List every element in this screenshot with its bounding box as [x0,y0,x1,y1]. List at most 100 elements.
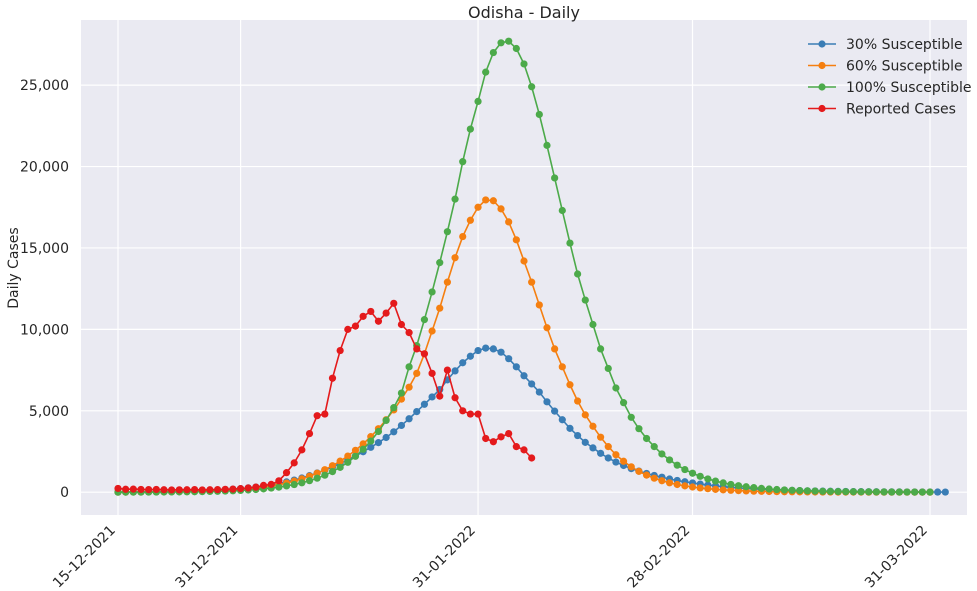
data-point [145,486,153,494]
data-point [482,68,490,76]
data-point [359,312,367,320]
data-point [298,446,306,454]
data-point [543,398,551,406]
data-point [367,307,375,316]
data-point [397,320,406,329]
legend-item: Reported Cases [808,102,956,118]
data-point [351,452,360,460]
data-point [551,345,559,353]
data-point [589,422,597,430]
plot-area [81,20,967,515]
data-point [604,364,612,373]
data-point [466,125,474,133]
data-point [489,438,497,446]
data-point [474,346,482,355]
data-point [236,485,245,493]
data-point [129,485,137,493]
data-point [727,486,735,494]
data-point [459,158,467,166]
x-tick-label: 31-01-2022 [410,523,479,591]
data-point [635,425,643,433]
data-point [298,479,306,487]
data-point [497,433,505,441]
legend-marker [818,40,826,48]
data-point [313,469,321,477]
data-point [405,363,413,371]
data-point [566,381,574,389]
data-point [895,488,903,496]
data-point [665,479,674,487]
data-point [466,410,474,418]
y-axis-ticks: 0 5,000 10,000 15,000 20,000 25,000 [20,78,69,501]
data-point [198,486,206,494]
data-point [420,400,429,408]
chart-title: Odisha - Daily [468,3,580,22]
data-point [750,484,758,492]
data-point [528,454,536,462]
data-point [528,278,536,286]
data-point [612,384,620,392]
data-point [872,488,880,496]
data-point [505,355,513,363]
data-point [344,325,352,333]
data-point [213,486,222,494]
legend-marker [818,104,826,113]
data-point [558,416,566,424]
legend-label: 60% Susceptible [846,59,963,75]
data-point [926,488,934,496]
data-point [405,415,413,423]
data-point [505,37,513,45]
data-point [811,487,819,495]
data-point [474,410,482,418]
data-point [459,407,467,415]
data-point [459,359,467,367]
y-tick-label: 20,000 [20,160,69,176]
data-point [704,485,712,493]
data-point [597,345,605,353]
data-point [252,483,260,491]
data-point [290,459,298,467]
data-point [658,477,666,485]
data-point [328,374,337,382]
data-point [114,484,122,493]
legend-item: 30% Susceptible [808,37,963,53]
data-point [512,236,520,244]
data-point [704,475,712,483]
data-point [474,97,482,106]
data-point [734,487,743,495]
data-point [482,196,490,204]
data-point [436,392,444,400]
data-point [267,480,275,488]
data-point [520,60,528,68]
data-point [612,458,620,466]
data-point [688,469,697,477]
data-point [574,270,582,278]
data-point [612,451,620,459]
data-point [535,301,543,309]
data-point [374,439,383,447]
data-point [788,486,796,494]
data-point [903,488,911,496]
data-point [650,474,658,482]
data-point [520,372,528,380]
data-point [374,427,383,436]
data-point [420,316,429,324]
data-point [290,480,298,489]
data-point [512,363,520,371]
data-point [711,477,720,485]
data-point [665,456,674,464]
data-point [581,438,589,446]
data-point [382,416,390,424]
data-point [428,327,436,335]
data-point [849,488,858,496]
data-point [489,197,497,205]
data-point [344,458,352,466]
data-point [282,469,291,477]
data-point [528,380,536,388]
data-point [719,479,727,487]
data-point [673,461,681,469]
data-point [512,443,520,451]
legend-marker [818,61,826,70]
data-point [451,195,459,203]
data-point [367,437,375,445]
